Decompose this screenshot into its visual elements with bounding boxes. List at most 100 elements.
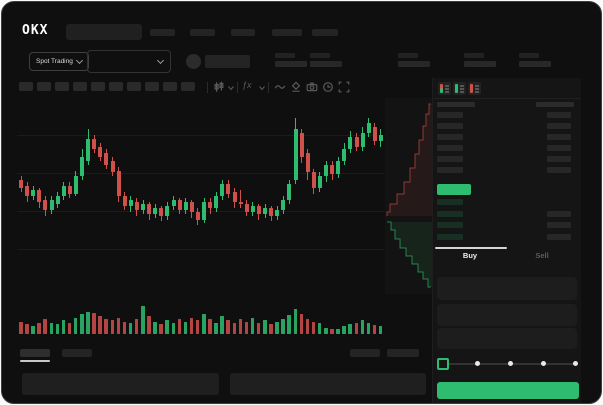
timeframe-button[interactable] bbox=[109, 82, 123, 91]
book-dash bbox=[445, 91, 449, 93]
camera-icon[interactable] bbox=[306, 81, 318, 93]
ask-amount bbox=[547, 145, 571, 151]
slider-dot[interactable] bbox=[573, 361, 578, 366]
chevron-down-icon[interactable] bbox=[257, 83, 269, 95]
ask-row[interactable] bbox=[433, 112, 581, 120]
timeframe-button[interactable] bbox=[55, 82, 69, 91]
bottom-tab-active[interactable] bbox=[20, 349, 50, 357]
slider-dot[interactable] bbox=[508, 361, 513, 366]
ask-price bbox=[437, 145, 463, 151]
bottom-control[interactable] bbox=[350, 349, 380, 357]
candle-body bbox=[147, 203, 152, 214]
volume-bar bbox=[287, 315, 291, 334]
ask-row[interactable] bbox=[433, 134, 581, 142]
book-dash bbox=[475, 88, 479, 90]
slider-dot[interactable] bbox=[475, 361, 480, 366]
candle-body bbox=[67, 186, 72, 195]
nav-item[interactable] bbox=[231, 29, 255, 36]
active-tab-underline bbox=[20, 360, 50, 362]
volume-pane bbox=[17, 298, 385, 334]
draw-icon[interactable] bbox=[290, 81, 302, 93]
timeframe-button[interactable] bbox=[163, 82, 177, 91]
candle-body bbox=[128, 199, 133, 206]
order-input-3[interactable] bbox=[437, 328, 577, 349]
book-bids-icon[interactable] bbox=[453, 82, 466, 95]
bid-price bbox=[437, 222, 463, 228]
amount-slider-handle[interactable] bbox=[437, 358, 449, 370]
ticker-stat-label bbox=[275, 53, 295, 58]
indicators-icon[interactable]: ƒx bbox=[242, 80, 252, 90]
bid-amount bbox=[547, 234, 571, 240]
ask-row[interactable] bbox=[433, 156, 581, 164]
order-input-2[interactable] bbox=[437, 304, 577, 326]
buy-button[interactable] bbox=[437, 382, 579, 399]
volume-bar bbox=[110, 320, 114, 334]
last-price-bar[interactable] bbox=[437, 184, 471, 195]
candle-body bbox=[159, 207, 164, 216]
volume-bar bbox=[49, 323, 53, 334]
volume-bar bbox=[263, 320, 267, 334]
ask-price bbox=[437, 156, 463, 162]
bottom-control[interactable] bbox=[387, 349, 419, 357]
volume-bar bbox=[195, 320, 200, 334]
chevron-down-icon[interactable] bbox=[226, 83, 238, 95]
pair-selector[interactable] bbox=[87, 50, 171, 73]
bid-row[interactable] bbox=[433, 199, 581, 207]
market-type-selector[interactable]: Spot Trading bbox=[29, 52, 89, 71]
timeframe-button[interactable] bbox=[19, 82, 33, 91]
slider-dot[interactable] bbox=[541, 361, 546, 366]
volume-bar bbox=[61, 320, 66, 334]
book-dash bbox=[460, 85, 464, 87]
nav-item[interactable] bbox=[190, 29, 215, 36]
timeframe-button[interactable] bbox=[73, 82, 87, 91]
ask-row[interactable] bbox=[433, 123, 581, 131]
bottom-panel[interactable] bbox=[230, 373, 426, 395]
tab-sell[interactable]: Sell bbox=[535, 251, 549, 260]
ticker-stat-label bbox=[310, 53, 330, 58]
timeframe-button[interactable] bbox=[91, 82, 105, 91]
bottom-panel[interactable] bbox=[22, 373, 219, 395]
book-asks-icon[interactable] bbox=[468, 82, 481, 95]
ask-price bbox=[437, 134, 463, 140]
line-tool-icon[interactable] bbox=[274, 81, 286, 93]
fullscreen-icon[interactable] bbox=[338, 81, 350, 93]
tab-buy[interactable]: Buy bbox=[462, 251, 478, 260]
order-input-1[interactable] bbox=[437, 277, 577, 300]
candle-body bbox=[238, 201, 243, 204]
candle-body bbox=[165, 205, 170, 216]
volume-bar bbox=[220, 316, 224, 334]
ticker-stat-value bbox=[398, 61, 430, 67]
ask-amount bbox=[547, 134, 571, 140]
candle-body bbox=[281, 199, 286, 210]
history-icon[interactable] bbox=[322, 81, 334, 93]
bid-price bbox=[437, 211, 463, 217]
timeframe-button[interactable] bbox=[145, 82, 159, 91]
bid-amount bbox=[547, 211, 571, 217]
bid-row[interactable] bbox=[433, 211, 581, 219]
timeframe-button[interactable] bbox=[127, 82, 141, 91]
volume-bar bbox=[55, 324, 60, 334]
candle-body bbox=[86, 139, 91, 161]
bid-row[interactable] bbox=[433, 222, 581, 230]
candle-body bbox=[214, 196, 219, 208]
ask-row[interactable] bbox=[433, 167, 581, 175]
book-both-icon[interactable] bbox=[438, 82, 451, 95]
search-input[interactable] bbox=[66, 24, 142, 40]
volume-bar bbox=[134, 319, 139, 334]
bid-row[interactable] bbox=[433, 234, 581, 242]
candlestick-chart[interactable] bbox=[17, 98, 385, 294]
candle-style-icon[interactable] bbox=[213, 81, 225, 93]
ask-amount bbox=[547, 167, 571, 173]
candle-body bbox=[43, 199, 48, 210]
nav-item[interactable] bbox=[150, 29, 175, 36]
timeframe-button[interactable] bbox=[181, 82, 195, 91]
volume-bar bbox=[19, 322, 23, 334]
bottom-tab[interactable] bbox=[62, 349, 92, 357]
candle-body bbox=[19, 180, 23, 189]
volume-bar bbox=[37, 323, 41, 334]
nav-item[interactable] bbox=[272, 29, 302, 36]
ask-row[interactable] bbox=[433, 145, 581, 153]
timeframe-button[interactable] bbox=[37, 82, 51, 91]
nav-item[interactable] bbox=[312, 29, 338, 36]
candle-body bbox=[202, 201, 206, 220]
